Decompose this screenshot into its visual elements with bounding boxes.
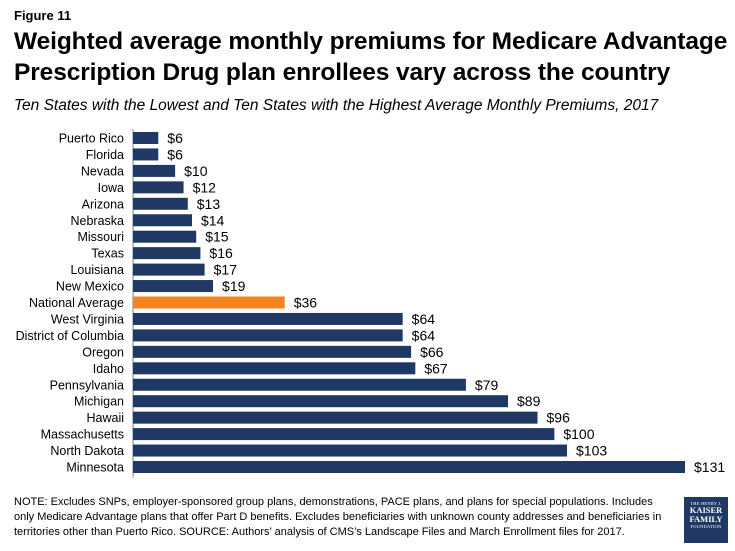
category-label-district-of-columbia: District of Columbia (16, 329, 124, 343)
value-label-arizona: $13 (197, 196, 221, 212)
category-label-minnesota: Minnesota (66, 461, 124, 475)
category-label-iowa: Iowa (98, 181, 124, 195)
category-label-missouri: Missouri (77, 230, 124, 244)
bar-oregon (133, 345, 412, 358)
bar-louisiana (133, 263, 205, 276)
value-label-north-dakota: $103 (576, 443, 607, 459)
value-label-west-virginia: $64 (412, 311, 436, 327)
bar-hawaii (133, 411, 538, 424)
value-label-iowa: $12 (193, 179, 217, 195)
bar-minnesota (133, 461, 685, 473)
value-labels: $6$6$10$12$13$14$15$16$17$19$36$64$64$66… (167, 130, 725, 475)
chart-title: Weighted average monthly premiums for Me… (14, 28, 728, 86)
category-label-hawaii: Hawaii (86, 411, 124, 425)
category-label-new-mexico: New Mexico (56, 280, 124, 294)
bar-missouri (133, 230, 197, 243)
bar-nebraska (133, 214, 192, 227)
bar-chart: Puerto Rico Florida Nevada Iowa Arizona Nebra… (16, 129, 725, 478)
category-label-idaho: Idaho (93, 362, 124, 376)
value-label-missouri: $15 (205, 229, 229, 245)
value-label-idaho: $67 (424, 360, 448, 376)
category-label-oregon: Oregon (82, 345, 124, 359)
value-label-nevada: $10 (184, 163, 208, 179)
value-label-pennsylvania: $79 (475, 377, 499, 393)
category-label-puerto-rico: Puerto Rico (59, 132, 124, 146)
logo-line-2: KAISER (689, 505, 723, 515)
bar-massachusetts (133, 428, 555, 441)
category-label-massachusetts: Massachusetts (41, 428, 124, 442)
value-label-texas: $16 (209, 245, 233, 261)
value-label-puerto-rico: $6 (167, 130, 183, 146)
category-label-national-average: National Average (29, 296, 124, 310)
bars (133, 132, 685, 473)
value-label-national-average: $36 (294, 295, 318, 311)
value-label-louisiana: $17 (214, 262, 238, 278)
value-label-florida: $6 (167, 146, 183, 162)
value-label-minnesota: $131 (694, 459, 725, 475)
bar-nevada (133, 164, 176, 177)
bar-pennsylvania (133, 378, 466, 391)
kff-logo: THE HENRY J. KAISER FAMILY FOUNDATION (684, 497, 728, 543)
category-label-nevada: Nevada (81, 164, 124, 178)
logo-line-4: FOUNDATION (690, 524, 722, 529)
bar-texas (133, 247, 201, 260)
bar-puerto-rico (133, 132, 159, 144)
value-label-michigan: $89 (517, 393, 541, 409)
category-label-pennsylvania: Pennsylvania (50, 378, 124, 392)
bar-new-mexico (133, 280, 214, 293)
bar-district-of-columbia (133, 329, 403, 342)
bar-arizona (133, 197, 188, 210)
bar-west-virginia (133, 312, 403, 325)
category-label-texas: Texas (91, 247, 124, 261)
category-label-florida: Florida (86, 148, 124, 162)
value-label-nebraska: $14 (201, 212, 225, 228)
chart-subtitle: Ten States with the Lowest and Ten State… (14, 97, 659, 114)
figure-label: Figure 11 (14, 8, 72, 23)
category-labels: Puerto Rico Florida Nevada Iowa Arizona Nebra… (16, 132, 124, 475)
category-label-arizona: Arizona (82, 197, 124, 211)
value-label-oregon: $66 (420, 344, 444, 360)
category-label-north-dakota: North Dakota (50, 444, 124, 458)
bar-national-average (133, 296, 285, 309)
bar-north-dakota (133, 444, 568, 457)
bar-florida (133, 148, 159, 161)
value-label-hawaii: $96 (547, 410, 571, 426)
logo-line-3: FAMILY (689, 514, 723, 524)
category-label-nebraska: Nebraska (71, 214, 125, 228)
bar-idaho (133, 362, 416, 375)
category-label-west-virginia: West Virginia (51, 312, 124, 326)
value-label-district-of-columbia: $64 (412, 327, 436, 343)
category-label-louisiana: Louisiana (70, 263, 124, 277)
bar-iowa (133, 181, 184, 194)
logo-line-1: THE HENRY J. (690, 501, 722, 506)
value-label-massachusetts: $100 (563, 426, 594, 442)
category-label-michigan: Michigan (74, 395, 124, 409)
bar-michigan (133, 395, 509, 408)
value-label-new-mexico: $19 (222, 278, 246, 294)
chart-note: NOTE: Excludes SNPs, employer-sponsored … (14, 496, 662, 538)
